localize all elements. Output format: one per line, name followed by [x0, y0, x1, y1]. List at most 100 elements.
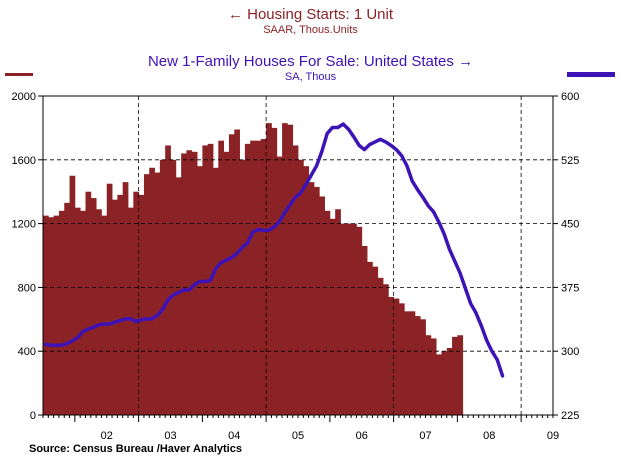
bar — [436, 354, 442, 415]
bar — [213, 167, 219, 415]
bar — [133, 191, 140, 415]
x-tick-label: 02 — [101, 430, 113, 442]
right-tick-label: 525 — [561, 155, 579, 167]
line-series — [43, 122, 505, 378]
bar — [143, 174, 150, 415]
bar — [117, 194, 124, 415]
bar — [287, 124, 294, 416]
bar — [441, 351, 448, 415]
bar — [165, 145, 171, 415]
bar — [329, 218, 336, 415]
bar — [457, 335, 464, 415]
bar — [340, 223, 347, 415]
bar — [96, 209, 102, 415]
bar — [420, 319, 426, 415]
right-series-title: New 1-Family Houses For Sale: United Sta… — [0, 53, 621, 70]
bar — [266, 123, 272, 416]
bar — [409, 311, 416, 415]
bar — [377, 277, 384, 415]
right-tick-label: 225 — [561, 410, 579, 422]
bar — [367, 261, 373, 415]
bar — [181, 153, 187, 416]
bar — [414, 316, 421, 415]
bar — [85, 191, 92, 415]
bar — [345, 223, 352, 415]
x-tick-label: 03 — [164, 430, 176, 442]
bar — [43, 215, 49, 416]
bar — [308, 182, 315, 415]
bar — [404, 311, 410, 415]
line-legend-swatch — [567, 72, 615, 77]
bar — [228, 134, 235, 415]
bar — [122, 182, 129, 415]
bar — [69, 175, 76, 415]
x-tick-label: 09 — [547, 430, 559, 442]
bar — [361, 245, 368, 415]
bar-series — [43, 123, 464, 416]
x-tick-label: 08 — [483, 430, 495, 442]
legend-swatches — [5, 72, 615, 77]
bar — [112, 199, 118, 415]
x-tick-label: 05 — [292, 430, 304, 442]
axis-ticks: 0 400 800 1200 1600 2000 225 300 375 450 525 600 02 0… — [12, 91, 580, 442]
bar — [425, 335, 432, 415]
bar — [53, 215, 60, 416]
bar — [351, 223, 357, 415]
bar — [58, 210, 65, 415]
right-tick-label: 450 — [561, 219, 579, 231]
left-series-subtitle: SAAR, Thous.Units — [263, 24, 358, 36]
left-tick-label: 2000 — [12, 91, 36, 103]
bar — [128, 207, 134, 415]
bar — [106, 183, 113, 415]
bar — [149, 167, 155, 415]
bar — [372, 266, 379, 415]
bar — [388, 296, 395, 415]
bar — [292, 145, 299, 415]
bar — [393, 298, 400, 415]
bar — [398, 303, 405, 415]
bar — [175, 177, 182, 415]
right-series-subtitle: SA, Thous — [284, 71, 337, 83]
bar — [430, 338, 437, 415]
bar — [313, 186, 320, 415]
bar — [255, 140, 262, 415]
left-tick-label: 400 — [18, 346, 36, 358]
right-tick-label: 300 — [561, 346, 579, 358]
right-arrow-icon: → — [458, 53, 474, 70]
bar — [319, 196, 325, 415]
bar — [101, 215, 108, 416]
right-tick-label: 600 — [561, 91, 579, 103]
bar-legend-swatch — [5, 73, 33, 76]
bar — [64, 202, 70, 415]
bar — [154, 172, 161, 415]
bar — [170, 159, 177, 415]
left-series-title: ← Housing Starts: 1 Unit — [0, 6, 621, 23]
left-tick-label: 1200 — [12, 219, 36, 231]
bar — [186, 150, 193, 416]
bar — [271, 127, 278, 416]
bar — [298, 159, 304, 415]
bar — [250, 140, 256, 415]
bar — [90, 198, 97, 415]
x-tick-label: 07 — [419, 430, 431, 442]
bar — [282, 123, 288, 416]
bar — [223, 151, 230, 415]
left-tick-label: 800 — [18, 282, 36, 294]
right-tick-label: 375 — [561, 282, 579, 294]
bar — [356, 226, 363, 415]
bar — [197, 166, 203, 415]
left-title-text: Housing Starts: 1 Unit — [247, 6, 394, 23]
right-title-text: New 1-Family Houses For Sale: United Sta… — [147, 53, 454, 70]
x-tick-label: 04 — [228, 430, 240, 442]
bar — [244, 143, 251, 415]
bar — [218, 140, 225, 415]
bar — [74, 207, 81, 415]
left-tick-label: 0 — [30, 410, 36, 422]
left-arrow-icon: ← — [227, 6, 243, 23]
bar — [303, 166, 310, 415]
x-tick-label: 06 — [356, 430, 368, 442]
source-note: Source: Census Bureau /Haver Analytics — [29, 443, 242, 455]
bar — [138, 194, 145, 415]
bar — [446, 348, 453, 415]
